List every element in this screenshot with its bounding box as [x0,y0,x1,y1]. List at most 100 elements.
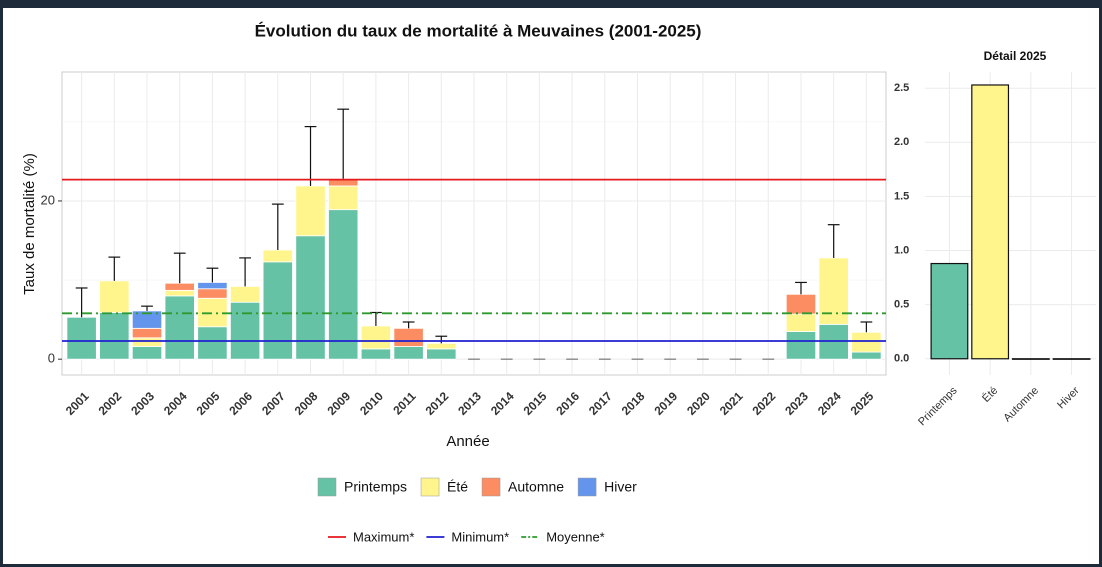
bar [930,262,969,360]
x-tick-label: 2016 [553,389,582,418]
error-bar [402,321,415,329]
chart: Évolution du taux de mortalité à Meuvain… [21,21,1096,544]
x-tick-label: 2018 [619,389,648,418]
bar-segment [360,348,392,360]
legend-label: Printemps [344,479,407,495]
x-tick-label: 2012 [423,389,452,418]
bar-segment [426,348,457,360]
bar-segment [262,249,293,263]
x-tick-label: Automne [1001,385,1041,425]
error-bar [795,281,807,295]
bar-segment [785,293,817,315]
bar-segment [164,289,195,297]
y-tick-label: 2.5 [894,82,909,94]
x-tick-label: 2020 [684,389,713,418]
y-tick-label: 0.5 [894,299,909,311]
legend-swatch [420,477,440,497]
bar-segment [785,331,817,360]
bar-segment [99,312,130,360]
x-axis-label: Année [446,433,489,450]
legend-label: Automne [508,479,564,495]
legend-swatch [317,477,337,497]
x-tick-label: Été [979,384,1000,405]
x-tick-label: 2019 [651,389,680,418]
bar-segment [229,285,261,303]
x-tick-label: 2007 [259,389,288,418]
bar-segment [295,235,326,360]
error-bar [304,125,317,186]
bar-segment [131,337,163,347]
legend-label: Été [447,479,468,495]
x-tick-label: 2002 [96,389,125,418]
bar-segment [131,346,163,360]
bar-segment [426,342,457,350]
y-tick-label: 0 [48,351,55,366]
x-tick-label: Printemps [916,384,960,428]
bar-segment [851,351,882,360]
error-bar [435,335,448,344]
x-tick-label: 2017 [586,389,615,418]
legend-label: Hiver [604,479,637,495]
y-tick-label: 1.5 [894,190,909,202]
bar-segment [66,316,97,360]
x-tick-label: 2024 [815,389,844,418]
chart-title: Évolution du taux de mortalité à Meuvain… [255,21,702,40]
error-bar [75,287,88,318]
x-tick-label: 2001 [63,389,92,418]
error-bar [337,108,350,179]
legend-label: Maximum* [353,529,414,544]
bar [1011,358,1050,360]
error-bar [141,305,153,311]
x-tick-label: 2014 [488,389,517,418]
bar-segment [360,325,392,350]
bar [971,84,1010,360]
y-axis-label: Taux de mortalité (%) [21,153,38,295]
x-tick-label: 2006 [226,389,255,418]
y-tick-label: 0.0 [894,353,909,365]
error-bar [860,321,873,333]
bar-segment [164,282,195,291]
x-tick-label: 2003 [128,389,157,418]
x-tick-label: 2023 [782,389,811,418]
x-tick-label: 2004 [161,389,190,418]
x-tick-label: 2015 [521,389,550,418]
bar-segment [851,331,882,353]
x-tick-label: 2011 [390,389,419,418]
bar-segment [262,261,293,360]
x-tick-label: 2008 [292,389,321,418]
legend-swatch [481,477,501,497]
x-tick-label: 2025 [848,389,877,418]
y-tick-label: 1.0 [894,244,909,256]
bar-segment [785,313,817,332]
x-tick-label: 2010 [357,389,386,418]
bar-segment [818,257,849,325]
bar-segment [393,346,424,360]
bar-segment [393,327,424,347]
bar-segment [197,288,228,299]
bar-segment [99,280,130,313]
error-bar [206,267,219,283]
legend-label: Moyenne* [546,529,605,544]
legend-label: Minimum* [451,529,509,544]
x-tick-label: 2005 [194,389,223,418]
detail-title: Détail 2025 [984,49,1047,63]
error-bar [827,224,840,258]
x-tick-label: 2021 [717,389,746,418]
bar-segment [197,282,228,290]
y-tick-label: 2.0 [894,136,909,148]
bar-segment [328,209,359,360]
error-bar [173,252,186,284]
bar-segment [164,295,195,360]
error-bar [239,257,251,287]
bar-segment [197,326,228,360]
y-tick-label: 20 [41,192,55,207]
bar-segment [229,301,261,360]
error-bar [108,256,121,281]
bar-segment [328,185,359,211]
legend-swatch [577,477,597,497]
bar [1052,358,1091,360]
x-tick-label: 2013 [455,389,484,418]
x-tick-label: Hiver [1055,384,1082,411]
bar-segment [131,327,163,339]
